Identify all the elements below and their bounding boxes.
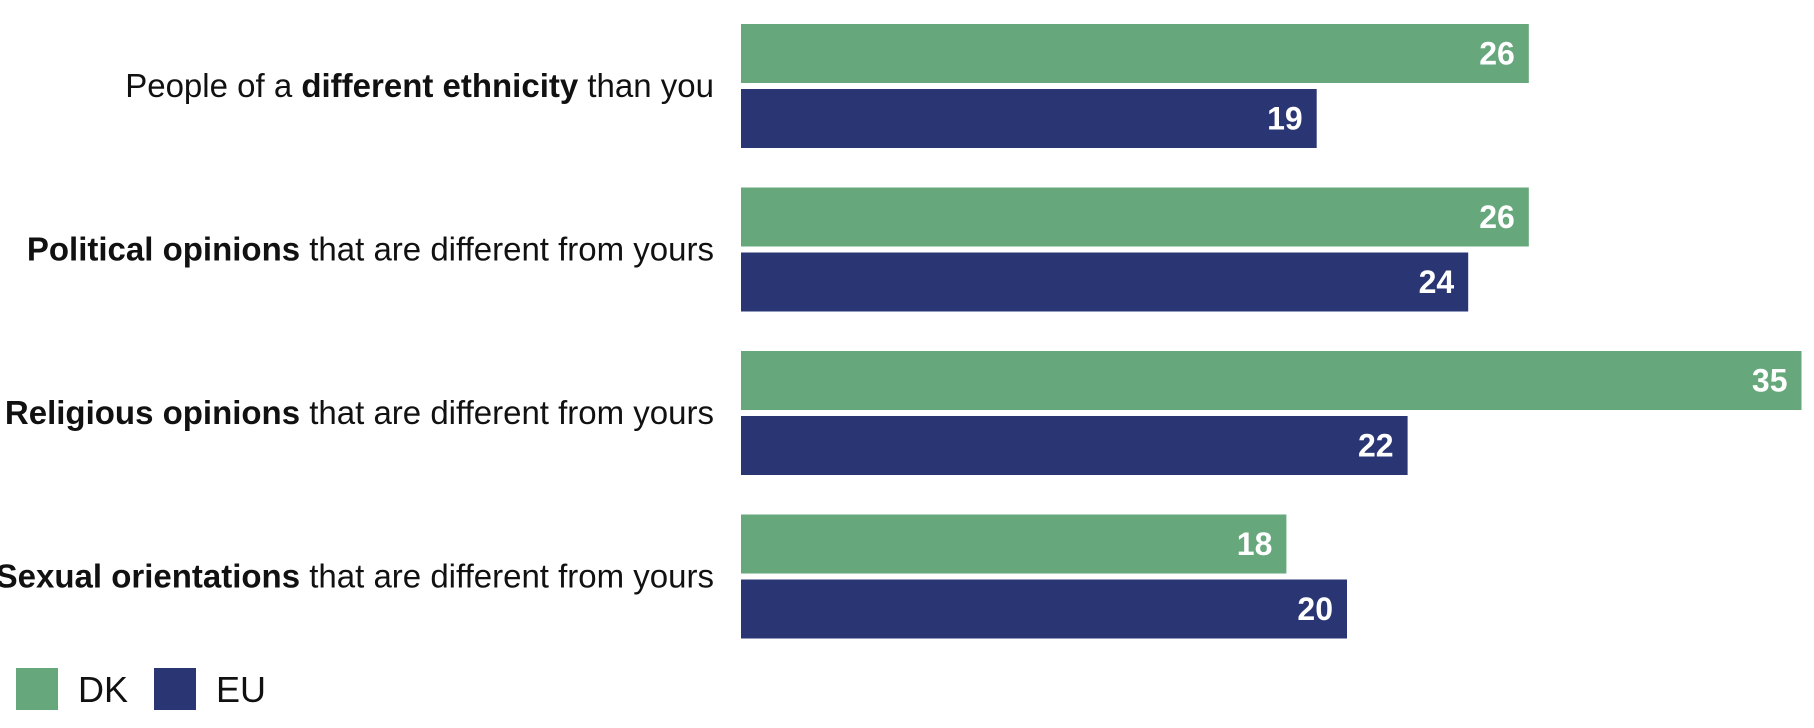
bars-layer [741, 24, 1802, 639]
bar-dk-3 [741, 514, 1287, 574]
value-label-dk-0: 26 [1479, 36, 1515, 72]
legend-swatch-eu [154, 668, 196, 710]
bar-dk-0 [741, 24, 1529, 83]
bar-eu-2 [741, 416, 1408, 475]
bar-eu-0 [741, 89, 1317, 148]
category-label-3: Sexual orientations that are different f… [0, 558, 714, 595]
value-label-eu-0: 19 [1267, 101, 1303, 137]
value-label-eu-3: 20 [1297, 591, 1333, 627]
value-label-dk-3: 18 [1237, 526, 1273, 562]
value-labels: 26 19 26 24 35 22 18 20 [1237, 36, 1788, 628]
value-label-dk-1: 26 [1479, 199, 1515, 235]
legend-swatch-dk [16, 668, 58, 710]
category-label-1: Political opinions that are different fr… [27, 231, 714, 268]
value-label-dk-2: 35 [1752, 363, 1788, 399]
category-labels: People of a different ethnicity than you… [0, 67, 714, 595]
category-label-2: Religious opinions that are different fr… [5, 394, 714, 431]
bar-dk-1 [741, 187, 1529, 247]
value-label-eu-2: 22 [1358, 428, 1394, 464]
bar-dk-2 [741, 351, 1802, 410]
bar-eu-3 [741, 579, 1347, 639]
legend-label-dk: DK [78, 669, 128, 710]
legend-label-eu: EU [216, 669, 266, 710]
bar-eu-1 [741, 252, 1469, 312]
value-label-eu-1: 24 [1419, 264, 1455, 300]
category-label-0: People of a different ethnicity than you [125, 67, 714, 104]
legend: DK EU [16, 668, 266, 710]
